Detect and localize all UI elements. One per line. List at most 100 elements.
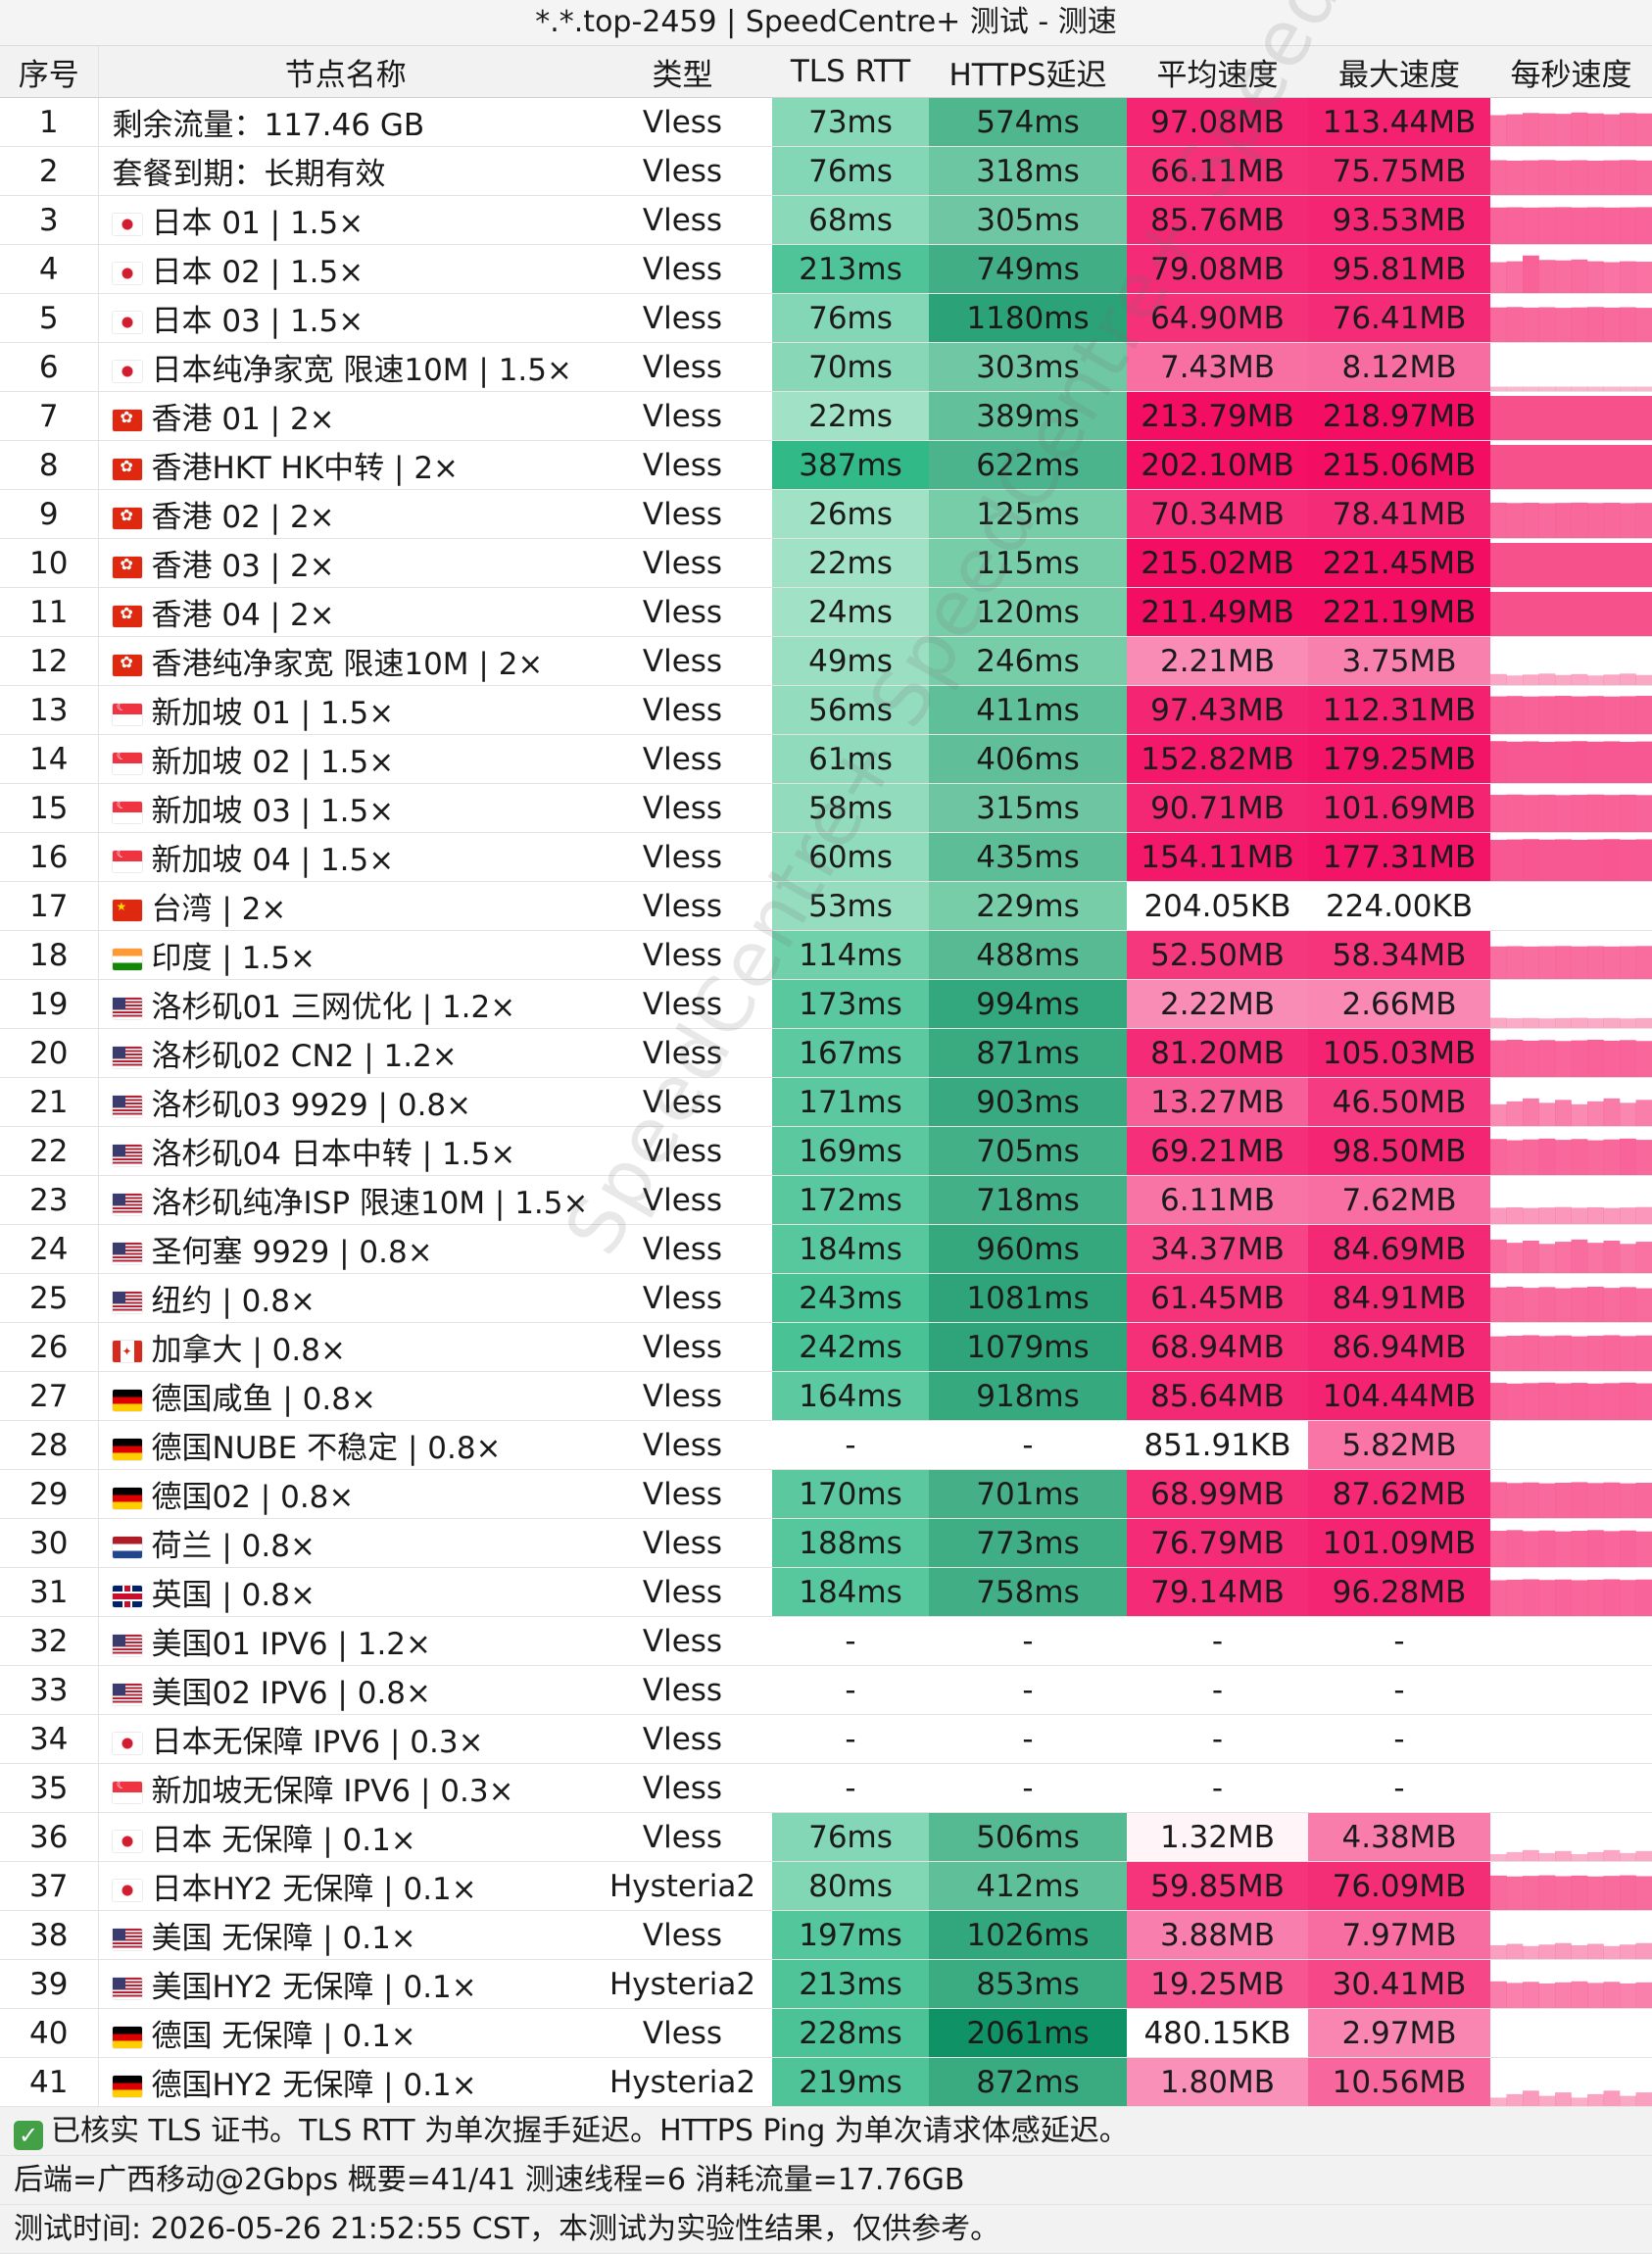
sparkline-bar [1572, 208, 1588, 244]
https-latency-cell: 994ms [929, 980, 1127, 1029]
tls-rtt-cell: 171ms [772, 1078, 929, 1127]
sparkline-bar [1620, 1102, 1636, 1126]
sparkline-bar [1523, 592, 1539, 636]
avg-speed-cell-text: 52.50MB [1150, 938, 1285, 973]
node-name-cell: 香港HKT HK中转 | 2× [98, 441, 593, 490]
node-name-cell: 日本HY2 无保障 | 0.1× [98, 1862, 593, 1911]
per-second-speed-cell [1490, 1960, 1652, 2009]
tls-rtt-cell: 70ms [772, 343, 929, 392]
type-cell: Vless [593, 1911, 772, 1960]
max-speed-cell: - [1308, 1764, 1490, 1813]
per-second-speed-cell [1490, 637, 1652, 686]
index-cell: 13 [0, 686, 98, 735]
sparkline-bar [1507, 1243, 1524, 1273]
per-second-speed-cell [1490, 2058, 1652, 2107]
speed-sparkline [1490, 1176, 1652, 1224]
tls-rtt-cell-text: 56ms [808, 693, 893, 728]
flag-sg-icon [113, 802, 142, 823]
sparkline-bar [1620, 1984, 1636, 2008]
sparkline-bar [1490, 1482, 1507, 1518]
avg-speed-cell: 59.85MB [1127, 1862, 1308, 1911]
type-cell: Vless [593, 294, 772, 343]
per-second-speed-cell [1490, 2009, 1652, 2058]
tls-rtt-cell: 60ms [772, 833, 929, 882]
https-latency-cell: 1081ms [929, 1274, 1127, 1323]
tls-rtt-cell-text: 164ms [799, 1379, 902, 1414]
flag-jp-icon [113, 1880, 142, 1901]
type-cell: Vless [593, 1421, 772, 1470]
column-header-node-name[interactable]: 节点名称 [98, 46, 593, 98]
node-name-cell: 日本无保障 IPV6 | 0.3× [98, 1715, 593, 1764]
sparkline-bar [1507, 1040, 1524, 1077]
tls-rtt-cell-text: 22ms [808, 399, 893, 434]
sparkline-bar [1490, 160, 1507, 195]
tls-rtt-cell: 213ms [772, 245, 929, 294]
node-name-cell-text: 纽约 | 0.8× [152, 1284, 316, 1319]
https-latency-cell: 412ms [929, 1862, 1127, 1911]
column-header-index[interactable]: 序号 [0, 46, 98, 98]
sparkline-bar [1604, 263, 1621, 294]
https-latency-cell: 749ms [929, 245, 1127, 294]
sparkline-bar [1604, 947, 1621, 979]
sparkline-bar [1587, 262, 1604, 293]
per-second-speed-cell [1490, 931, 1652, 980]
sparkline-bar [1620, 396, 1636, 440]
sparkline-bar [1587, 1040, 1604, 1077]
max-speed-cell-text: 78.41MB [1333, 497, 1467, 532]
footer-test-time: 测试时间: 2026-05-26 21:52:55 CST，本测试为实验性结果，… [0, 2205, 1652, 2254]
tls-rtt-cell-text: 197ms [799, 1918, 902, 1953]
column-header-type[interactable]: 类型 [593, 46, 772, 98]
https-latency-cell: 871ms [929, 1029, 1127, 1078]
column-header-tls-rtt[interactable]: TLS RTT [772, 46, 929, 98]
index-cell-text: 8 [39, 448, 59, 483]
type-cell-text: Vless [643, 301, 722, 336]
column-header-https-latency[interactable]: HTTPS延迟 [929, 46, 1127, 98]
sparkline-bar [1539, 1102, 1556, 1126]
max-speed-cell-text: 93.53MB [1333, 203, 1467, 238]
avg-speed-cell-text: - [1212, 1722, 1223, 1757]
tls-rtt-cell: - [772, 1666, 929, 1715]
sparkline-bar [1572, 160, 1588, 195]
node-name-cell: 香港 02 | 2× [98, 490, 593, 539]
column-header-max-speed[interactable]: 最大速度 [1308, 46, 1490, 98]
sparkline-bar [1523, 839, 1539, 881]
sparkline-bar [1555, 445, 1572, 489]
table-row: 35新加坡无保障 IPV6 | 0.3×Vless---- [0, 1764, 1652, 1813]
table-row: 16新加坡 04 | 1.5×Vless60ms435ms154.11MB177… [0, 833, 1652, 882]
sparkline-bar [1572, 1018, 1588, 1028]
speed-sparkline [1490, 1225, 1652, 1273]
max-speed-cell-text: 7.62MB [1341, 1183, 1456, 1218]
flag-jp-icon [113, 361, 142, 382]
https-latency-cell: 918ms [929, 1372, 1127, 1421]
max-speed-cell-text: 7.97MB [1341, 1918, 1456, 1953]
sparkline-bar [1620, 543, 1636, 587]
avg-speed-cell-text: 202.10MB [1141, 448, 1293, 483]
https-latency-cell-text: - [1022, 1722, 1033, 1757]
column-header-per-second-speed[interactable]: 每秒速度 [1490, 46, 1652, 98]
sparkline-bar [1604, 1288, 1621, 1322]
node-name-cell-text: 洛杉矶01 三网优化 | 1.2× [152, 990, 516, 1025]
https-latency-cell: 406ms [929, 735, 1127, 784]
sparkline-bar [1587, 1018, 1604, 1028]
sparkline-bar [1539, 947, 1556, 979]
node-name-cell: 洛杉矶03 9929 | 0.8× [98, 1078, 593, 1127]
max-speed-cell-text: 105.03MB [1323, 1036, 1476, 1071]
index-cell-text: 16 [29, 840, 68, 875]
type-cell-text: Vless [643, 1526, 722, 1561]
speed-sparkline [1490, 588, 1652, 636]
column-header-avg-speed[interactable]: 平均速度 [1127, 46, 1308, 98]
avg-speed-cell-text: 154.11MB [1141, 840, 1293, 875]
max-speed-cell-text: 95.81MB [1333, 252, 1467, 287]
sparkline-bar [1620, 1336, 1636, 1371]
sparkline-bar [1620, 1484, 1636, 1518]
max-speed-cell: 76.09MB [1308, 1862, 1490, 1911]
node-name-cell: 荷兰 | 0.8× [98, 1519, 593, 1568]
avg-speed-cell: 61.45MB [1127, 1274, 1308, 1323]
type-cell: Vless [593, 2009, 772, 2058]
per-second-speed-cell [1490, 735, 1652, 784]
tls-rtt-cell: 170ms [772, 1470, 929, 1519]
sparkline-bar [1587, 307, 1604, 342]
node-name-cell: 洛杉矶02 CN2 | 1.2× [98, 1029, 593, 1078]
node-name-cell: 新加坡 02 | 1.5× [98, 735, 593, 784]
